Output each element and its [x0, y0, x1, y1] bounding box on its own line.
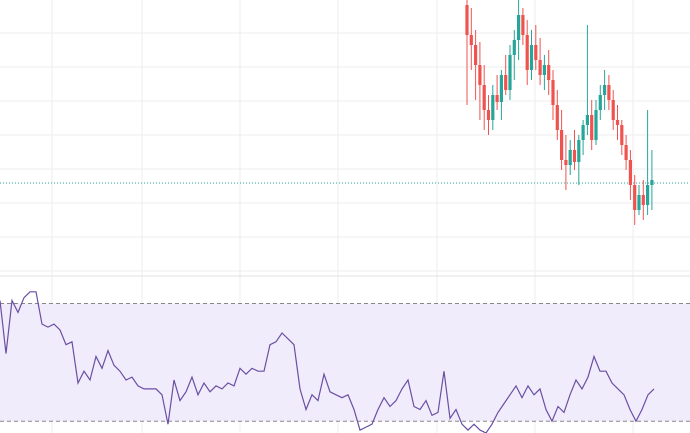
candle-body	[564, 160, 568, 165]
candle-body	[650, 180, 654, 185]
candle-body	[495, 95, 499, 102]
candle-body	[598, 95, 602, 110]
candle-body	[504, 75, 508, 90]
candle-body	[646, 185, 650, 205]
candle-body	[607, 85, 611, 100]
candle-body	[594, 110, 598, 140]
candle-body	[611, 100, 615, 120]
candle-body	[469, 35, 473, 45]
candle-body	[529, 45, 534, 70]
candle-body	[615, 120, 620, 125]
candle-body	[538, 60, 542, 75]
candle-body	[486, 110, 491, 120]
candle-body	[590, 115, 594, 140]
candle-body	[474, 45, 478, 65]
candle-body	[465, 5, 469, 35]
candle-body	[482, 85, 486, 110]
candle-body	[534, 45, 538, 60]
candle-body	[508, 55, 512, 90]
candle-body	[491, 95, 495, 120]
candle-body	[547, 65, 551, 80]
candle-body	[624, 145, 628, 160]
candle-body	[555, 105, 559, 130]
rsi-band	[0, 303, 690, 422]
candle-body	[585, 115, 589, 125]
candle-body	[560, 130, 564, 160]
candle-body	[521, 15, 525, 35]
candle-body	[525, 35, 529, 70]
candle-body	[572, 150, 577, 162]
candle-body	[628, 160, 632, 185]
candle-body	[478, 65, 482, 85]
candle-body	[568, 150, 572, 165]
candle-body	[633, 185, 637, 210]
candle-body	[499, 75, 503, 102]
candle-body	[577, 140, 581, 162]
candle-body	[517, 15, 521, 40]
candle-body	[542, 65, 546, 75]
candle-body	[512, 40, 516, 55]
candle-body	[581, 125, 585, 140]
candle-body	[620, 125, 624, 145]
rsi-line	[0, 291, 655, 433]
candle-body	[603, 85, 607, 95]
candle-body	[551, 80, 555, 105]
candle-body	[637, 195, 641, 210]
candle-body	[641, 195, 645, 205]
